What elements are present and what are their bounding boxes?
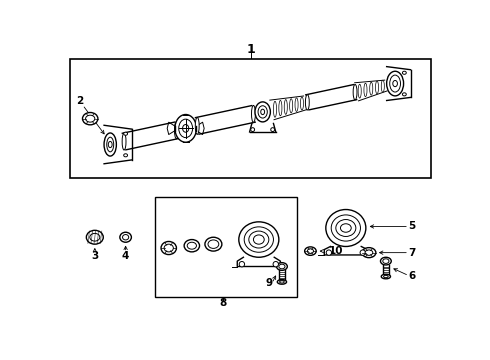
Ellipse shape — [161, 242, 176, 255]
Ellipse shape — [307, 249, 314, 253]
Text: 3: 3 — [91, 252, 98, 261]
Text: 5: 5 — [409, 221, 416, 231]
Ellipse shape — [305, 95, 309, 110]
Text: 7: 7 — [408, 248, 416, 258]
Ellipse shape — [381, 80, 384, 92]
Ellipse shape — [305, 247, 316, 255]
Ellipse shape — [251, 105, 255, 122]
Ellipse shape — [273, 101, 276, 117]
Ellipse shape — [295, 98, 298, 112]
Ellipse shape — [255, 102, 270, 122]
Ellipse shape — [369, 82, 373, 95]
Ellipse shape — [239, 222, 279, 257]
Ellipse shape — [364, 83, 367, 96]
Ellipse shape — [184, 239, 199, 252]
Ellipse shape — [284, 100, 287, 114]
Ellipse shape — [276, 263, 287, 270]
Ellipse shape — [384, 275, 388, 278]
Ellipse shape — [107, 137, 114, 152]
Ellipse shape — [336, 220, 356, 237]
Ellipse shape — [175, 114, 196, 142]
Ellipse shape — [290, 99, 293, 113]
Ellipse shape — [300, 97, 303, 110]
Ellipse shape — [86, 230, 103, 244]
Ellipse shape — [104, 133, 117, 156]
Ellipse shape — [123, 132, 127, 135]
Circle shape — [239, 261, 245, 267]
Text: 4: 4 — [122, 252, 129, 261]
Ellipse shape — [122, 235, 129, 240]
Ellipse shape — [179, 119, 193, 138]
Ellipse shape — [390, 75, 400, 92]
Ellipse shape — [279, 100, 282, 116]
Bar — [155, 197, 297, 297]
Ellipse shape — [174, 122, 178, 139]
Ellipse shape — [187, 242, 196, 249]
Ellipse shape — [402, 93, 406, 96]
Text: 6: 6 — [409, 271, 416, 281]
Ellipse shape — [164, 244, 173, 252]
Text: 8: 8 — [219, 298, 226, 309]
Ellipse shape — [387, 71, 404, 96]
Ellipse shape — [205, 237, 222, 251]
Ellipse shape — [196, 117, 199, 134]
Circle shape — [360, 250, 366, 255]
Text: 10: 10 — [329, 246, 343, 256]
Ellipse shape — [326, 210, 366, 247]
Ellipse shape — [362, 248, 376, 258]
Ellipse shape — [90, 233, 100, 241]
Ellipse shape — [381, 257, 391, 265]
Text: 1: 1 — [247, 43, 255, 56]
Ellipse shape — [86, 115, 95, 122]
Text: 9: 9 — [265, 278, 272, 288]
Ellipse shape — [108, 141, 112, 148]
Ellipse shape — [82, 112, 98, 125]
Ellipse shape — [331, 215, 361, 241]
Ellipse shape — [375, 81, 379, 94]
Ellipse shape — [365, 250, 373, 255]
Ellipse shape — [122, 133, 126, 150]
Text: 2: 2 — [76, 96, 83, 106]
Ellipse shape — [249, 231, 269, 248]
Ellipse shape — [277, 280, 287, 284]
Ellipse shape — [279, 264, 285, 269]
Ellipse shape — [383, 259, 389, 264]
Ellipse shape — [258, 106, 268, 118]
Ellipse shape — [244, 227, 273, 252]
Circle shape — [251, 128, 255, 131]
Ellipse shape — [341, 224, 351, 232]
Ellipse shape — [280, 281, 284, 283]
Ellipse shape — [353, 85, 357, 100]
Ellipse shape — [261, 109, 265, 114]
Ellipse shape — [123, 154, 127, 157]
Ellipse shape — [393, 81, 397, 87]
Ellipse shape — [183, 125, 189, 132]
Ellipse shape — [402, 71, 406, 74]
Ellipse shape — [381, 274, 391, 279]
Ellipse shape — [358, 84, 361, 98]
Ellipse shape — [120, 232, 131, 242]
Circle shape — [273, 261, 278, 267]
Ellipse shape — [208, 240, 219, 248]
Ellipse shape — [253, 235, 264, 244]
Circle shape — [326, 250, 332, 255]
Bar — [70, 59, 431, 178]
Circle shape — [271, 128, 274, 131]
